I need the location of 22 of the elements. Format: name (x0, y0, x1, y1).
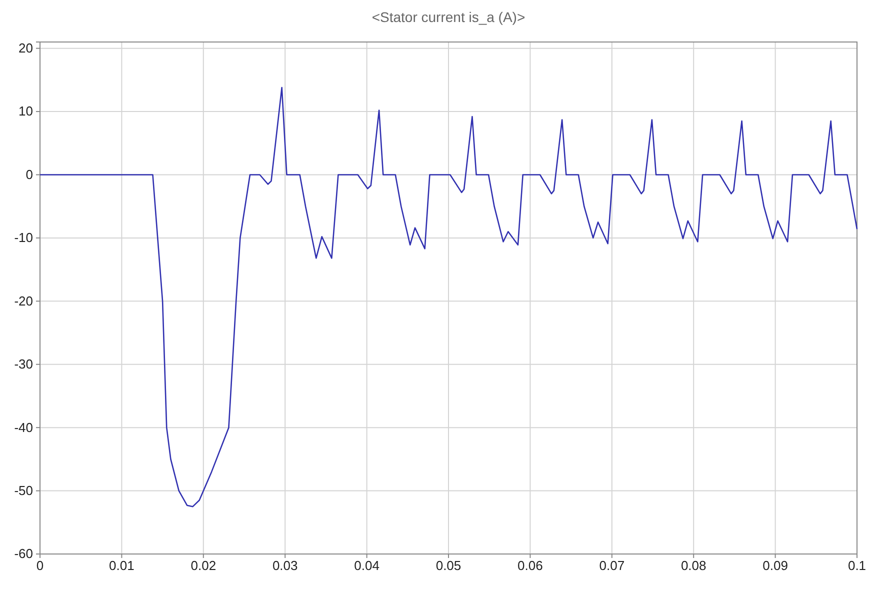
line-series (39, 86, 858, 508)
x-tick-label: 0.04 (354, 558, 380, 574)
x-tick-label: 0.07 (599, 558, 625, 574)
y-tick-label: -10 (14, 230, 33, 246)
y-tick-label: -30 (14, 356, 33, 372)
y-tick-label: 10 (18, 104, 33, 119)
x-tick-label: 0 (36, 558, 44, 574)
y-tick-label: 0 (26, 166, 33, 182)
x-tick-label: 0.05 (436, 558, 462, 574)
x-tick-label: 0.06 (518, 558, 543, 574)
chart-title: <Stator current is_a (A)> (372, 9, 526, 25)
y-tick-label: -50 (14, 482, 33, 498)
y-tick-label: -40 (14, 420, 33, 435)
x-tick-label: 0.1 (848, 558, 866, 574)
x-tick-label: 0.01 (109, 558, 134, 574)
y-tick-label: -20 (14, 293, 33, 308)
y-tick-label: -60 (14, 546, 33, 562)
x-tick-label: 0.09 (762, 558, 788, 574)
x-tick-label: 0.03 (272, 558, 298, 574)
x-tick-label: 0.02 (190, 558, 216, 574)
x-tick-label: 0.08 (680, 558, 706, 574)
y-tick-label: 20 (18, 40, 33, 56)
